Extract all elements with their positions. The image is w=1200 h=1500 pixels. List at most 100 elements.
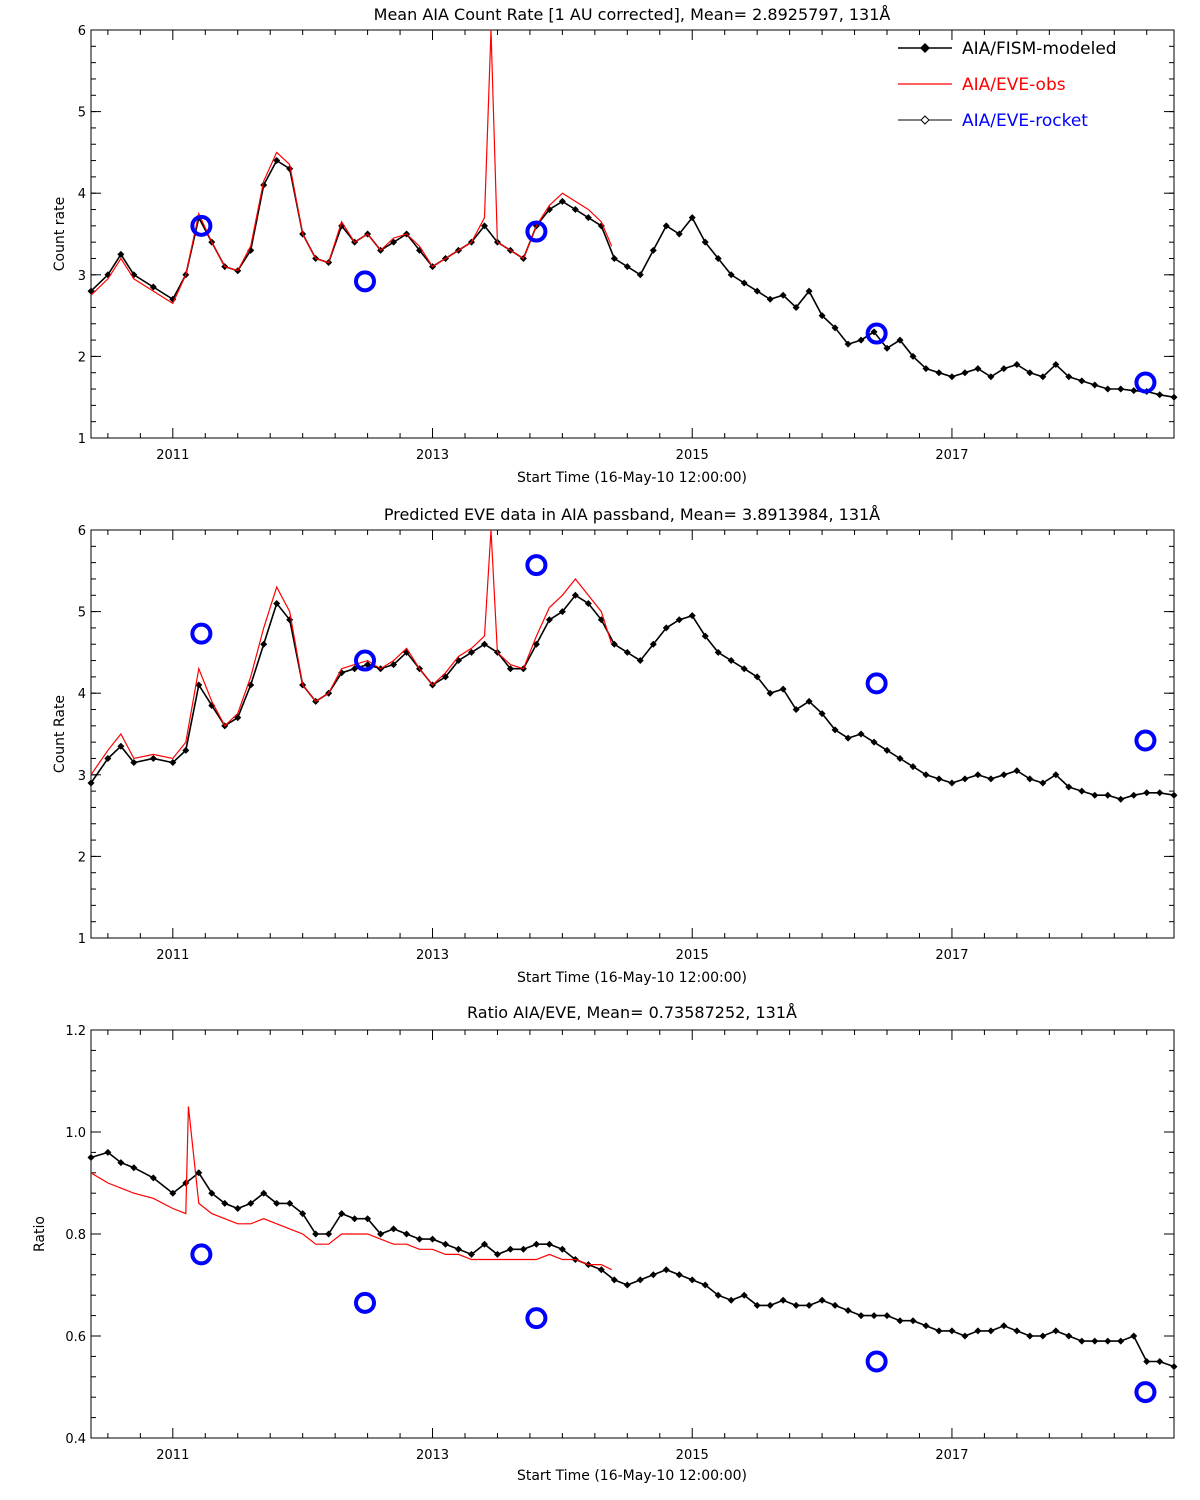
- p3-aia-fism-modeled-point: [987, 1327, 995, 1335]
- p2-aia-fism-modeled-point: [1104, 791, 1112, 799]
- p3-aia-fism-modeled-point: [974, 1327, 982, 1335]
- p1-aia-fism-modeled-point: [584, 214, 592, 222]
- p3-aia-fism-modeled-point: [623, 1281, 631, 1289]
- p1-aia-fism-modeled-point: [805, 287, 813, 295]
- p2-aia-fism-modeled-point: [1000, 771, 1008, 779]
- p2-aia-fism-modeled-point: [922, 771, 930, 779]
- p3-aia-fism-modeled-point: [753, 1301, 761, 1309]
- p3-aia-fism-modeled-point: [1143, 1358, 1151, 1365]
- p3-aia-fism-modeled-point: [948, 1327, 956, 1335]
- panel-2-predicted-eve: Predicted EVE data in AIA passband, Mean…: [52, 505, 1178, 986]
- p3-aia-fism-modeled-point: [221, 1199, 229, 1207]
- p3-aia-fism-modeled-point: [1156, 1358, 1164, 1365]
- p2-aia-fism-modeled-point: [149, 754, 157, 762]
- p2-aia-fism-modeled-point: [779, 685, 787, 693]
- p1-aia-fism-modeled-point: [649, 246, 657, 254]
- panel-3-plot-area: 2011 2013 2015 2017 0.4 0.6 0.8 1.0 1.2: [65, 1024, 1178, 1463]
- p3-aia-fism-modeled-point: [688, 1276, 696, 1284]
- p3-aia-fism-modeled-point: [519, 1245, 527, 1253]
- panel-3-title: Ratio AIA/EVE, Mean= 0.73587252, 131Å: [467, 1003, 797, 1022]
- p2-y-tick-label: 5: [78, 606, 86, 621]
- p2-aia-fism-modeled-point: [792, 706, 800, 714]
- p2-aia-fism-modeled-point: [753, 673, 761, 681]
- p3-aia-fism-modeled-point: [454, 1245, 462, 1253]
- p1-aia-fism-modeled-point: [558, 197, 566, 205]
- p2-y-tick-label: 6: [78, 524, 86, 539]
- p3-aia-fism-modeled-point: [506, 1245, 514, 1253]
- p3-aia-fism-modeled-point: [169, 1189, 177, 1197]
- p1-y-tick-label: 2: [78, 350, 86, 365]
- p1-aia-fism-modeled-point: [1052, 361, 1060, 369]
- p3-aia-fism-modeled-point: [1013, 1327, 1021, 1335]
- p2-aia-fism-modeled-point: [987, 775, 995, 783]
- panel-2-y-axis-label: Count Rate: [52, 695, 68, 773]
- p3-aia-fism-modeled-point: [87, 1154, 95, 1161]
- p3-aia-fism-modeled-point: [416, 1235, 424, 1243]
- p3-aia-fism-modeled-point: [909, 1317, 917, 1325]
- p1-y-tick-label: 6: [78, 24, 86, 39]
- p2-aia-fism-modeled-point: [870, 738, 878, 746]
- p2-aia-fism-modeled-point: [195, 681, 203, 689]
- p2-aia-fism-modeled-point: [506, 665, 514, 673]
- p1-x-tick-label: 2017: [935, 448, 968, 463]
- p2-aia-fism-modeled-point: [831, 726, 839, 734]
- p3-aia-eve-obs-line: [90, 1106, 612, 1271]
- p2-aia-fism-modeled-point: [571, 591, 579, 599]
- p3-aia-fism-modeled-point: [325, 1230, 333, 1238]
- p3-y-tick-label: 1.0: [65, 1126, 86, 1141]
- panel-1-y-axis-label: Count rate: [52, 197, 68, 271]
- p2-aia-fism-modeled-point: [1026, 775, 1034, 783]
- p2-aia-fism-modeled-point: [883, 746, 891, 754]
- p3-aia-fism-modeled-point: [338, 1210, 346, 1218]
- p3-aia-fism-modeled-point: [805, 1301, 813, 1309]
- panel-2-plot-area: 2011 2013 2015 2017 1 2 3 4 5 6: [78, 524, 1178, 963]
- p1-x-tick-label: 2011: [156, 448, 189, 463]
- p1-aia-fism-modeled-point: [1013, 361, 1021, 369]
- p1-aia-fism-modeled-point: [1026, 369, 1034, 377]
- p2-aia-fism-modeled-point: [727, 657, 735, 665]
- p3-aia-fism-modeled-point: [857, 1312, 865, 1320]
- p3-aia-fism-modeled-point: [493, 1250, 501, 1258]
- p3-aia-eve-rocket-point: [1134, 1381, 1157, 1404]
- p1-aia-fism-modeled-point: [948, 373, 956, 381]
- p3-aia-fism-modeled-point: [208, 1189, 216, 1197]
- p2-aia-fism-modeled-point: [909, 763, 917, 771]
- p3-aia-fism-modeled-point: [149, 1174, 157, 1182]
- p3-aia-eve-rocket-point: [353, 1291, 376, 1314]
- p3-aia-eve-rocket-point: [190, 1243, 213, 1266]
- p3-aia-fism-modeled-point: [429, 1235, 437, 1243]
- p3-aia-fism-modeled-point: [480, 1240, 488, 1248]
- p3-aia-fism-modeled-point: [740, 1291, 748, 1299]
- p2-aia-fism-modeled-point: [688, 612, 696, 620]
- p2-aia-fism-modeled-point: [1013, 767, 1021, 775]
- p1-aia-fism-modeled-point: [1039, 373, 1047, 381]
- p2-aia-fism-modeled-point: [805, 697, 813, 705]
- p2-aia-fism-modeled-point: [390, 661, 398, 669]
- p2-aia-fism-modeled-point: [701, 632, 709, 640]
- legend: AIA/FISM-modeled AIA/EVE-obs AIA/EVE-roc…: [898, 39, 1117, 131]
- p2-aia-fism-modeled-point: [1091, 791, 1099, 799]
- p3-aia-fism-modeled-point: [442, 1240, 450, 1248]
- p1-aia-eve-rocket-point: [190, 214, 213, 237]
- p1-aia-fism-modeled-point: [273, 157, 281, 165]
- p2-aia-fism-modeled-point: [948, 779, 956, 787]
- panel-3-ratio: Ratio AIA/EVE, Mean= 0.73587252, 131Å 20…: [32, 1003, 1178, 1484]
- p2-aia-fism-modeled-point: [1039, 779, 1047, 787]
- p3-aia-fism-modeled-point: [870, 1312, 878, 1320]
- p3-aia-fism-modeled-point: [260, 1189, 268, 1197]
- p3-aia-fism-modeled-point: [766, 1301, 774, 1309]
- p3-aia-fism-modeled-point: [1117, 1337, 1125, 1345]
- p1-x-tick-label: 2013: [416, 448, 449, 463]
- p1-y-tick-label: 5: [78, 106, 86, 121]
- p1-aia-fism-modeled-point: [1065, 373, 1073, 381]
- p1-aia-fism-modeled-point: [1156, 391, 1164, 399]
- p2-aia-fism-modeled-point: [649, 640, 657, 648]
- p1-aia-fism-modeled-point: [662, 222, 670, 230]
- p2-aia-fism-modeled-point: [675, 616, 683, 624]
- p1-aia-fism-modeled-point: [935, 369, 943, 377]
- p2-x-tick-label: 2015: [676, 948, 709, 963]
- p2-aia-fism-modeled-point: [1156, 789, 1164, 797]
- legend-label-fism: AIA/FISM-modeled: [962, 39, 1117, 59]
- p2-aia-fism-modeled-point: [961, 775, 969, 783]
- panel-3-y-axis-label: Ratio: [32, 1216, 48, 1252]
